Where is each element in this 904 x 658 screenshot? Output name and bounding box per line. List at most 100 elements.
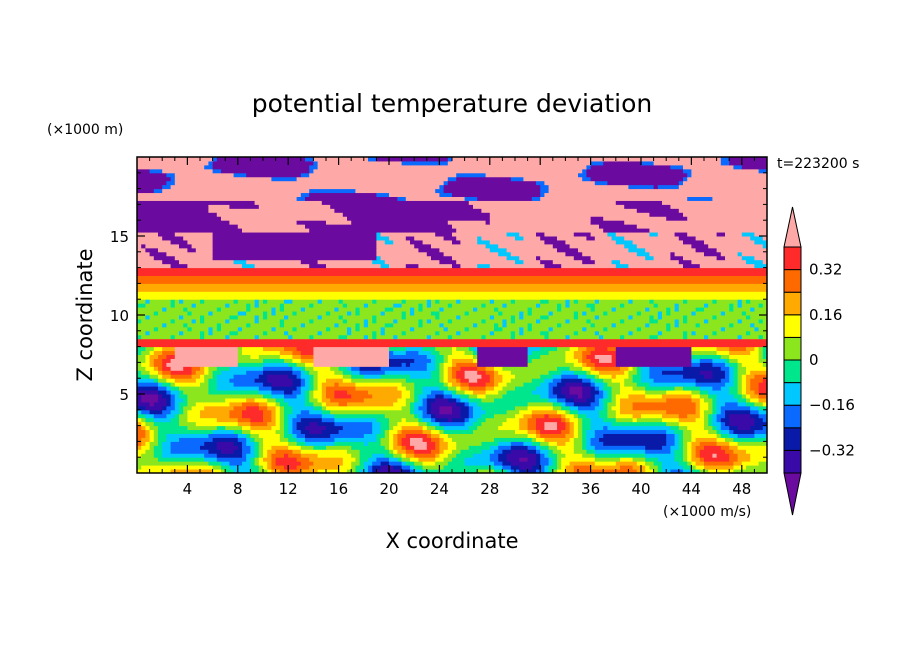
contour-cell (481, 405, 516, 411)
contour-cell (158, 457, 205, 462)
contour-cell (624, 382, 638, 387)
contour-cell (296, 441, 306, 446)
contour-cell (263, 358, 285, 363)
contour-cell (179, 386, 209, 391)
contour-cell (704, 409, 713, 415)
contour-cell (137, 204, 209, 209)
contour-cell (452, 370, 457, 375)
contour-cell (452, 239, 461, 245)
contour-cell (489, 378, 495, 383)
contour-cell (729, 303, 734, 308)
contour-cell (317, 160, 403, 166)
contour-cell (267, 374, 289, 379)
contour-cell (443, 358, 449, 363)
contour-cell (695, 405, 701, 411)
contour-cell (267, 397, 277, 403)
contour-cell (720, 445, 730, 450)
contour-cell (296, 465, 310, 470)
contour-cell (443, 184, 541, 190)
contour-cell (678, 303, 705, 308)
contour-cell (561, 307, 592, 312)
contour-cell (208, 382, 218, 387)
contour-cell (405, 461, 415, 466)
contour-cell (418, 303, 424, 308)
contour-cell (334, 413, 386, 419)
contour-cell (414, 401, 424, 407)
contour-cell (607, 346, 617, 352)
contour-cell (443, 362, 453, 367)
contour-cell (309, 465, 340, 470)
contour-cell (641, 311, 659, 316)
contour-cell (317, 397, 323, 403)
contour-cell (141, 445, 151, 450)
contour-cell (653, 461, 663, 466)
contour-cell (347, 303, 365, 308)
contour-cell (170, 303, 176, 308)
contour-cell (422, 239, 453, 245)
contour-cell (137, 461, 209, 466)
contour-cell (208, 330, 214, 336)
contour-cell (284, 429, 289, 434)
contour-cell (414, 307, 419, 312)
contour-cell (355, 386, 398, 391)
contour-cell (145, 449, 155, 454)
contour-cell (321, 330, 348, 336)
contour-cell (565, 382, 583, 387)
contour-cell (431, 390, 445, 395)
contour-cell (578, 247, 629, 253)
contour-cell (242, 449, 251, 454)
contour-cell (603, 334, 621, 340)
contour-cell (435, 188, 445, 194)
contour-cell (225, 303, 230, 308)
contour-cell (750, 453, 767, 458)
contour-cell (439, 315, 457, 320)
contour-cell (137, 322, 163, 328)
contour-cell (699, 362, 713, 367)
contour-cell (187, 307, 218, 312)
contour-cell (317, 382, 323, 387)
contour-cell (410, 409, 415, 415)
contour-cell (594, 354, 613, 359)
contour-cell (204, 366, 209, 371)
contour-cell (468, 378, 478, 383)
contour-cell (212, 247, 377, 253)
contour-cell (586, 168, 684, 174)
contour-cell (435, 362, 440, 367)
contour-cell (418, 397, 424, 403)
contour-cell (426, 318, 432, 324)
contour-cell (418, 247, 440, 253)
contour-cell (212, 465, 222, 470)
contour-cell (401, 311, 407, 316)
contour-cell (153, 421, 180, 427)
contour-cell (271, 382, 293, 387)
contour-cell (200, 330, 205, 336)
contour-cell (653, 303, 659, 308)
contour-cell (540, 330, 550, 336)
contour-cell (611, 397, 617, 403)
contour-cell (662, 413, 680, 419)
contour-cell (153, 417, 172, 423)
contour-cell (309, 164, 319, 170)
contour-cell (590, 366, 596, 371)
contour-cell (284, 453, 289, 458)
contour-cell (720, 409, 726, 415)
contour-cell (594, 303, 621, 308)
contour-cell (515, 315, 520, 320)
contour-cell (712, 421, 722, 427)
contour-cell (536, 425, 545, 431)
contour-cell (641, 413, 663, 419)
contour-cell (254, 318, 260, 324)
contour-cell (720, 421, 726, 427)
contour-cell (233, 382, 264, 387)
contour-cell (544, 334, 550, 340)
contour-cell (275, 449, 293, 454)
contour-cell (284, 299, 293, 304)
contour-cell (691, 311, 697, 316)
contour-cell (683, 441, 688, 446)
contour-cell (179, 390, 184, 395)
contour-cell (347, 326, 352, 332)
contour-cell (750, 307, 755, 312)
contour-cell (418, 413, 424, 419)
contour-cell (477, 394, 487, 399)
contour-cell (250, 429, 277, 434)
